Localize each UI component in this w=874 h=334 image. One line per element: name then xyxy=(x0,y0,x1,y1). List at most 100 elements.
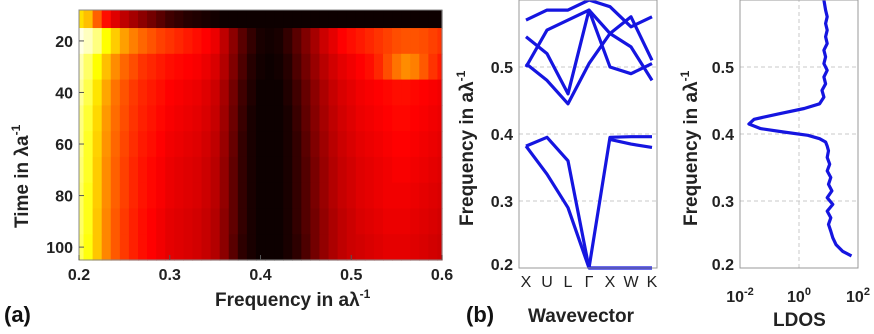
heatmap-cell xyxy=(192,28,203,55)
heatmap-cell xyxy=(355,131,366,158)
heatmap-cell xyxy=(401,53,411,81)
heatmap-cell xyxy=(219,53,230,81)
heatmap-cell xyxy=(383,131,393,158)
heatmap-cell xyxy=(79,208,85,235)
heatmap-cell xyxy=(128,234,139,261)
heatmap-cell xyxy=(119,10,130,29)
heatmap-cell xyxy=(346,131,357,158)
heatmap-cell xyxy=(192,208,203,235)
ldos-frame xyxy=(739,0,859,269)
heatmap-cell xyxy=(328,234,339,261)
heatmap-cell xyxy=(83,131,94,158)
heatmap-cell xyxy=(383,208,393,235)
heatmap-cell xyxy=(147,131,157,158)
heatmap-cell xyxy=(392,234,402,261)
heatmap-cell xyxy=(410,79,420,106)
heatmap-cell xyxy=(274,53,284,81)
heatmap-cell xyxy=(301,234,312,261)
heatmap-cell xyxy=(346,208,357,235)
heatmap-cell xyxy=(137,131,148,158)
heatmap-cell xyxy=(410,131,420,158)
heatmap-cell xyxy=(237,156,248,184)
heatmap-cell xyxy=(192,182,203,210)
heatmap-cell xyxy=(283,182,293,210)
heatmap-cell xyxy=(201,182,212,210)
heatmap-cell xyxy=(156,28,166,55)
heatmap-cell xyxy=(392,208,402,235)
heatmap-cell xyxy=(137,208,148,235)
heatmap-cell xyxy=(355,208,366,235)
heatmap-cell xyxy=(92,53,103,81)
heatmap-cell xyxy=(92,10,103,29)
heatmap-cell xyxy=(201,28,212,55)
heatmap-cell xyxy=(428,182,439,210)
heatmap-cell xyxy=(83,234,94,261)
heatmap-cell xyxy=(83,53,94,81)
heatmap-cell xyxy=(410,208,420,235)
heatmap-cell xyxy=(110,79,121,106)
heatmap-cell xyxy=(210,53,221,81)
heatmap-cell xyxy=(310,131,321,158)
heatmap-cell xyxy=(401,156,411,184)
heatmap-cell xyxy=(246,131,257,158)
heatmap-cell xyxy=(373,208,384,235)
heatmap-cell xyxy=(183,79,194,106)
heatmap-cell xyxy=(410,105,420,132)
band-series-line xyxy=(587,135,652,269)
heatmap-cell xyxy=(419,182,429,210)
heatmap-cell xyxy=(392,131,402,158)
heatmap-cell xyxy=(156,156,166,184)
heatmap-cell xyxy=(101,79,112,106)
heatmap-cell xyxy=(292,131,302,158)
heatmap-cell xyxy=(237,131,248,158)
heatmap-cell xyxy=(183,208,194,235)
heatmap-cell xyxy=(310,105,321,132)
heatmap-cell xyxy=(373,234,384,261)
heatmap-cell xyxy=(401,105,411,132)
heatmap-cell xyxy=(255,234,266,261)
heatmap-cell xyxy=(373,79,384,106)
heatmap-cell xyxy=(101,53,112,81)
heatmap-cell xyxy=(410,28,420,55)
heatmap-cell xyxy=(174,28,184,55)
heatmap-cell xyxy=(310,208,321,235)
heatmap-cell xyxy=(219,28,230,55)
heatmap-cell xyxy=(210,208,221,235)
heatmap-cell xyxy=(337,10,348,29)
band-frame xyxy=(518,0,658,269)
heatmap-cell xyxy=(274,234,284,261)
band-series-line xyxy=(524,8,654,68)
heatmap-cell xyxy=(165,156,175,184)
heatmap-cell xyxy=(283,10,293,29)
heatmap-cell xyxy=(328,131,339,158)
heatmap-cell xyxy=(319,105,330,132)
heatmap-cell xyxy=(283,79,293,106)
heatmap-cell xyxy=(219,10,230,29)
heatmap-cell xyxy=(437,105,443,132)
heatmap-cell xyxy=(292,182,302,210)
heatmap-cell xyxy=(156,53,166,81)
heatmap-cell xyxy=(255,53,266,81)
heatmap-cell xyxy=(410,53,420,81)
heatmap-cell xyxy=(310,234,321,261)
band-x-tick-label: X xyxy=(605,274,616,291)
heatmap-cell xyxy=(237,53,248,81)
heatmap-y-ticks: 20 40 60 80 100 xyxy=(46,34,84,257)
heatmap-cell xyxy=(364,208,375,235)
heatmap-cell xyxy=(246,156,257,184)
heatmap-cell xyxy=(101,182,112,210)
heatmap-y-tick-label: 60 xyxy=(55,137,73,154)
heatmap-cell xyxy=(165,28,175,55)
heatmap-cell xyxy=(147,79,157,106)
heatmap-cell xyxy=(101,234,112,261)
heatmap-cell xyxy=(237,79,248,106)
heatmap-cell xyxy=(265,79,275,106)
heatmap-cell xyxy=(392,182,402,210)
heatmap-cell xyxy=(165,182,175,210)
heatmap-cell xyxy=(328,53,339,81)
heatmap-cell xyxy=(310,10,321,29)
heatmap-cell xyxy=(364,234,375,261)
heatmap-cell xyxy=(319,10,330,29)
heatmap-cell xyxy=(428,10,439,29)
